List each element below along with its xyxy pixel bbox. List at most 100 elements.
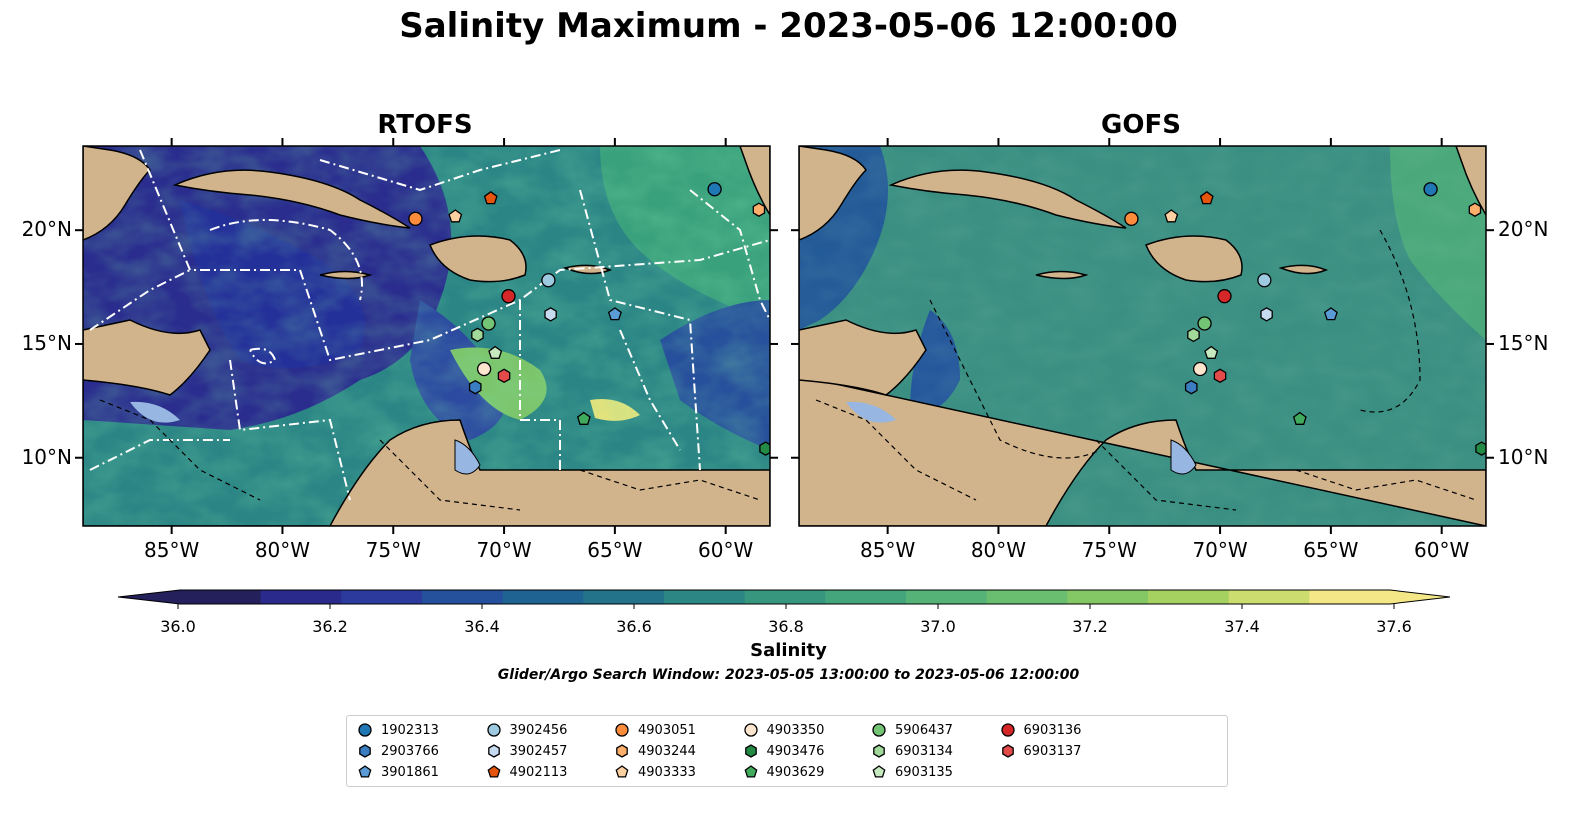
float-marker-6903135: [1204, 345, 1219, 359]
legend-label: 2903766: [381, 743, 439, 759]
colorbar-segment: [583, 590, 665, 604]
lon-tick-label: 80°W: [254, 538, 311, 562]
colorbar-segment: [341, 590, 423, 604]
lon-tick-label: 75°W: [1081, 538, 1137, 562]
legend-marker-icon: [872, 723, 886, 737]
lon-tick-label: 65°W: [1303, 538, 1359, 562]
lat-tick-label: 15°N: [1498, 330, 1549, 355]
colorbar-label: Salinity: [750, 640, 827, 661]
float-marker-3901861: [1323, 307, 1338, 321]
legend-item-4903333: 4903333: [614, 762, 696, 782]
legend-marker-icon: [1001, 744, 1014, 758]
legend-label: 3902456: [509, 722, 568, 738]
legend-item-6903135: 6903135: [871, 762, 953, 782]
float-marker-6903134: [471, 327, 484, 343]
legend-marker-icon: [744, 765, 757, 778]
legend-item-1902313: 1902313: [357, 720, 439, 740]
lon-tick-label: 60°W: [698, 538, 754, 562]
lat-tick-label: 15°N: [21, 330, 72, 355]
float-marker-1902313: [1423, 182, 1438, 197]
float-marker-4903333: [1164, 209, 1179, 223]
legend-marker-icon: [359, 744, 371, 758]
float-legend: 1902313 2903766 3901861 3902456 3902457 49021…: [346, 715, 1228, 787]
legend-marker-icon: [744, 744, 757, 758]
float-marker-5906437: [1197, 316, 1212, 331]
colorbar-tick-label: 36.6: [616, 617, 652, 636]
legend-item-4903051: 4903051: [614, 720, 696, 740]
float-marker-2903766: [1184, 379, 1198, 395]
legend-item-5906437: 5906437: [871, 720, 953, 740]
legend-item-6903137: 6903137: [1000, 741, 1082, 761]
float-marker-6903136: [1217, 289, 1232, 304]
legend-label: 6903137: [1023, 743, 1082, 759]
lat-tick-label: 20°N: [21, 217, 72, 242]
legend-label: 3901861: [381, 764, 439, 780]
lon-tick-label: 70°W: [1192, 538, 1248, 562]
colorbar-segment: [906, 590, 988, 604]
lon-tick-label: 80°W: [970, 538, 1027, 562]
float-marker-6903137: [1213, 368, 1227, 384]
legend-item-4903350: 4903350: [743, 720, 825, 740]
colorbar-tick-label: 36.2: [312, 617, 348, 636]
colorbar-extend-high: [1390, 590, 1450, 604]
colorbar-segment: [664, 590, 746, 604]
legend-marker-icon: [358, 765, 372, 778]
float-marker-6903134: [1187, 327, 1200, 343]
float-marker-4903350: [1192, 361, 1208, 377]
legend-label: 4903051: [638, 722, 696, 738]
colorbar-tick-label: 36.8: [768, 617, 804, 636]
lat-tick-label: 10°N: [21, 444, 72, 469]
legend-marker-icon: [873, 744, 885, 758]
float-marker-4903244: [752, 202, 766, 217]
lon-tick-label: 85°W: [860, 538, 916, 562]
lon-tick-label: 65°W: [587, 538, 643, 562]
colorbar-segment: [1148, 590, 1230, 604]
float-marker-4903629: [1292, 411, 1307, 425]
colorbar-segment: [1067, 590, 1149, 604]
float-marker-6903137: [497, 368, 511, 384]
lon-tick-label: 70°W: [476, 538, 532, 562]
colorbar-tick-label: 37.0: [920, 617, 956, 636]
legend-label: 4903350: [766, 722, 825, 738]
legend-label: 1902313: [381, 722, 439, 738]
float-marker-4903476: [1475, 441, 1486, 456]
legend-label: 4903244: [638, 743, 696, 759]
rtofs-panel-title: RTOFS: [377, 110, 473, 140]
float-marker-2903766: [468, 379, 482, 395]
float-marker-3902456: [541, 273, 556, 288]
legend-marker-icon: [615, 723, 629, 737]
float-marker-3902457: [1260, 307, 1273, 322]
float-marker-4903051: [1124, 211, 1139, 226]
legend-item-6903134: 6903134: [871, 741, 953, 761]
float-marker-4903629: [576, 411, 591, 425]
legend-item-3902456: 3902456: [486, 720, 568, 740]
legend-item-3902457: 3902457: [486, 741, 567, 761]
colorbar-tick-label: 36.4: [464, 617, 500, 636]
figure-title: Salinity Maximum - 2023-05-06 12:00:00: [399, 6, 1178, 46]
colorbar-tick-label: 37.4: [1224, 617, 1260, 636]
legend-marker-icon: [615, 765, 629, 778]
colorbar-segment: [744, 590, 826, 604]
float-marker-4903244: [1468, 202, 1482, 217]
legend-marker-icon: [1000, 723, 1015, 737]
float-marker-4902113: [1199, 190, 1214, 205]
legend-label: 5906437: [895, 722, 953, 738]
colorbar-extend-low: [118, 590, 180, 604]
colorbar-segment: [422, 590, 504, 604]
gofs-panel-title: GOFS: [1101, 110, 1181, 140]
legend-item-2903766: 2903766: [357, 741, 439, 761]
legend-marker-icon: [486, 723, 501, 737]
float-marker-6903136: [501, 289, 516, 304]
legend-item-3901861: 3901861: [357, 762, 439, 782]
colorbar-tick-label: 37.6: [1376, 617, 1412, 636]
colorbar-segment: [1228, 590, 1310, 604]
float-marker-1902313: [707, 182, 722, 197]
float-marker-3902457: [544, 307, 557, 322]
float-marker-4903051: [408, 211, 423, 226]
legend-label: 6903135: [895, 764, 953, 780]
legend-label: 4902113: [509, 764, 568, 780]
lon-tick-label: 85°W: [144, 538, 200, 562]
float-marker-5906437: [481, 316, 496, 331]
legend-marker-icon: [872, 765, 886, 778]
